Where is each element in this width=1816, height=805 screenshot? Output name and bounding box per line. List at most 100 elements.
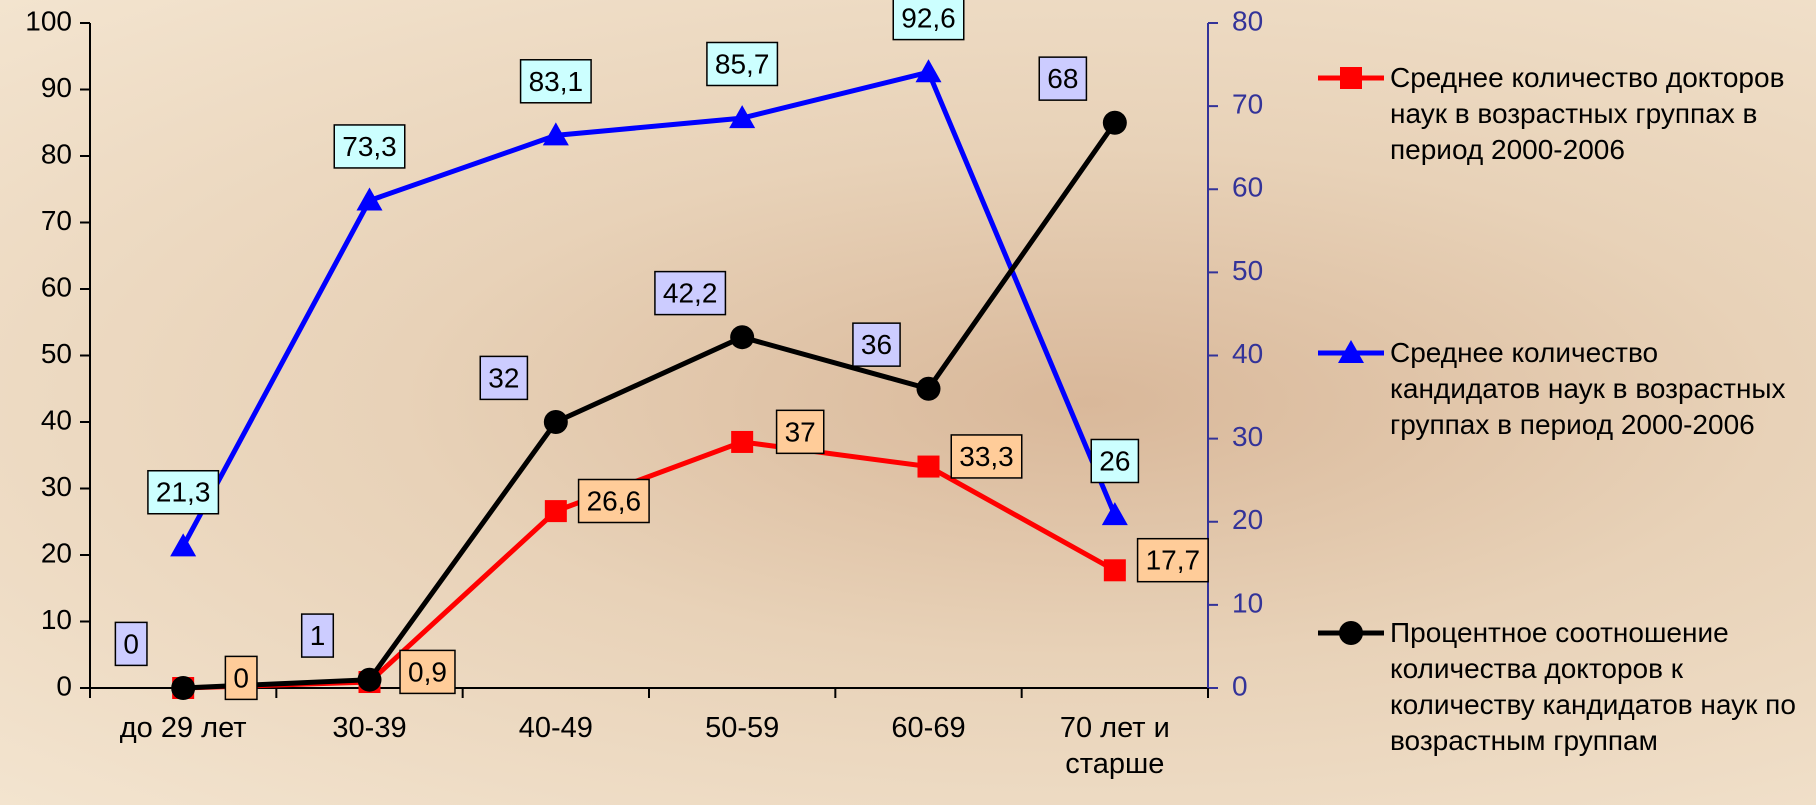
- data-label-text: 32: [488, 362, 519, 393]
- marker: [731, 430, 754, 453]
- data-label: 33,3: [950, 434, 1023, 479]
- marker: [357, 667, 382, 692]
- y-tick-label: 40: [41, 404, 72, 435]
- y2-tick-label: 0: [1232, 670, 1248, 701]
- data-label: 32: [479, 355, 529, 401]
- data-label-text: 0: [233, 662, 249, 693]
- marker: [729, 105, 756, 129]
- data-label-text: 1: [310, 620, 326, 651]
- data-label-box: [114, 621, 148, 667]
- y2-tick-label: 20: [1232, 504, 1263, 535]
- marker: [356, 187, 383, 211]
- data-label-box: [147, 469, 220, 515]
- data-label-box: [1038, 56, 1088, 101]
- data-label-text: 26,6: [587, 486, 642, 517]
- series-line: [180, 69, 1118, 548]
- marker: [1340, 67, 1362, 89]
- x-tick-label: 40-49: [518, 712, 593, 744]
- data-label: 73,3: [333, 124, 406, 169]
- data-label-text: 26: [1099, 445, 1130, 476]
- data-label-box: [577, 478, 650, 524]
- data-label-text: 68: [1047, 63, 1078, 94]
- y2-tick-label: 60: [1232, 172, 1263, 203]
- marker: [916, 376, 941, 401]
- y-tick-label: 50: [41, 338, 72, 369]
- marker: [1101, 502, 1128, 526]
- marker: [1103, 559, 1126, 582]
- series-line: [183, 121, 1117, 691]
- data-label-box: [333, 124, 406, 169]
- data-label: 0,9: [399, 649, 456, 695]
- marker: [917, 455, 940, 478]
- data-label: 26,6: [577, 478, 650, 524]
- marker: [171, 676, 196, 700]
- data-label-text: 85,7: [715, 48, 770, 79]
- data-label: 0: [114, 621, 148, 667]
- y2-tick-label: 30: [1232, 421, 1263, 452]
- y2-tick-label: 80: [1232, 5, 1263, 36]
- marker: [1102, 110, 1127, 135]
- data-label: 1: [300, 613, 335, 658]
- x-tick-label: 60-69: [891, 712, 966, 744]
- data-label-text: 83,1: [529, 66, 584, 97]
- data-label-text: 0,9: [408, 656, 447, 687]
- data-label-text: 0: [123, 628, 139, 659]
- x-tick-label: 50-59: [705, 712, 780, 744]
- marker: [1338, 340, 1364, 363]
- data-label-box: [479, 355, 529, 401]
- x-tick-label: 30-39: [332, 712, 407, 744]
- data-label-box: [852, 322, 901, 367]
- marker: [730, 325, 755, 350]
- data-label: 0: [224, 655, 258, 701]
- y2-tick-label: 50: [1232, 255, 1263, 286]
- marker: [542, 122, 569, 146]
- data-label-box: [1136, 537, 1209, 583]
- marker: [1339, 621, 1363, 645]
- data-label: 37: [775, 409, 825, 455]
- data-label-text: 73,3: [342, 131, 397, 162]
- data-label-box: [706, 41, 779, 87]
- y2-tick-label: 70: [1232, 89, 1263, 120]
- data-label-box: [775, 409, 825, 455]
- data-label-text: 21,3: [156, 477, 211, 508]
- data-label: 17,7: [1136, 537, 1209, 583]
- y-tick-label: 90: [41, 72, 72, 103]
- y-tick-label: 0: [56, 670, 72, 701]
- data-label-box: [300, 613, 335, 658]
- data-label-text: 17,7: [1146, 545, 1201, 576]
- y2-tick-label: 40: [1232, 338, 1263, 369]
- data-label: 68: [1038, 56, 1088, 101]
- marker: [915, 59, 942, 83]
- y-tick-label: 20: [41, 537, 72, 568]
- y-tick-label: 100: [25, 5, 72, 36]
- data-label-box: [892, 0, 965, 41]
- y-tick-label: 30: [41, 471, 72, 502]
- data-label-text: 37: [785, 416, 816, 447]
- y2-tick-label: 10: [1232, 587, 1263, 618]
- data-label-box: [519, 59, 592, 104]
- data-label-text: 92,6: [901, 3, 956, 34]
- legend-label: Среднее количество докторов наук в возра…: [1390, 62, 1785, 165]
- legend-label: Процентное соотношение количества доктор…: [1390, 617, 1796, 756]
- data-label-box: [1090, 438, 1140, 484]
- legend-label: Среднее количество кандидатов наук в воз…: [1390, 337, 1786, 440]
- data-label-box: [654, 270, 727, 316]
- data-label: 36: [852, 322, 901, 367]
- data-label-text: 36: [861, 329, 892, 360]
- data-label: 42,2: [654, 270, 727, 316]
- y-tick-label: 60: [41, 271, 72, 302]
- data-label-box: [399, 649, 456, 695]
- data-label: 85,7: [706, 41, 779, 87]
- y-tick-label: 70: [41, 205, 72, 236]
- data-label: 26: [1090, 438, 1140, 484]
- marker: [543, 410, 568, 434]
- data-label: 92,6: [892, 0, 965, 41]
- data-label-text: 42,2: [663, 278, 718, 309]
- x-tick-label: 70 лет и старше: [1059, 712, 1170, 780]
- data-label: 83,1: [519, 59, 592, 104]
- x-tick-label: до 29 лет: [119, 712, 247, 744]
- data-label-box: [950, 434, 1023, 479]
- data-label: 21,3: [147, 469, 220, 515]
